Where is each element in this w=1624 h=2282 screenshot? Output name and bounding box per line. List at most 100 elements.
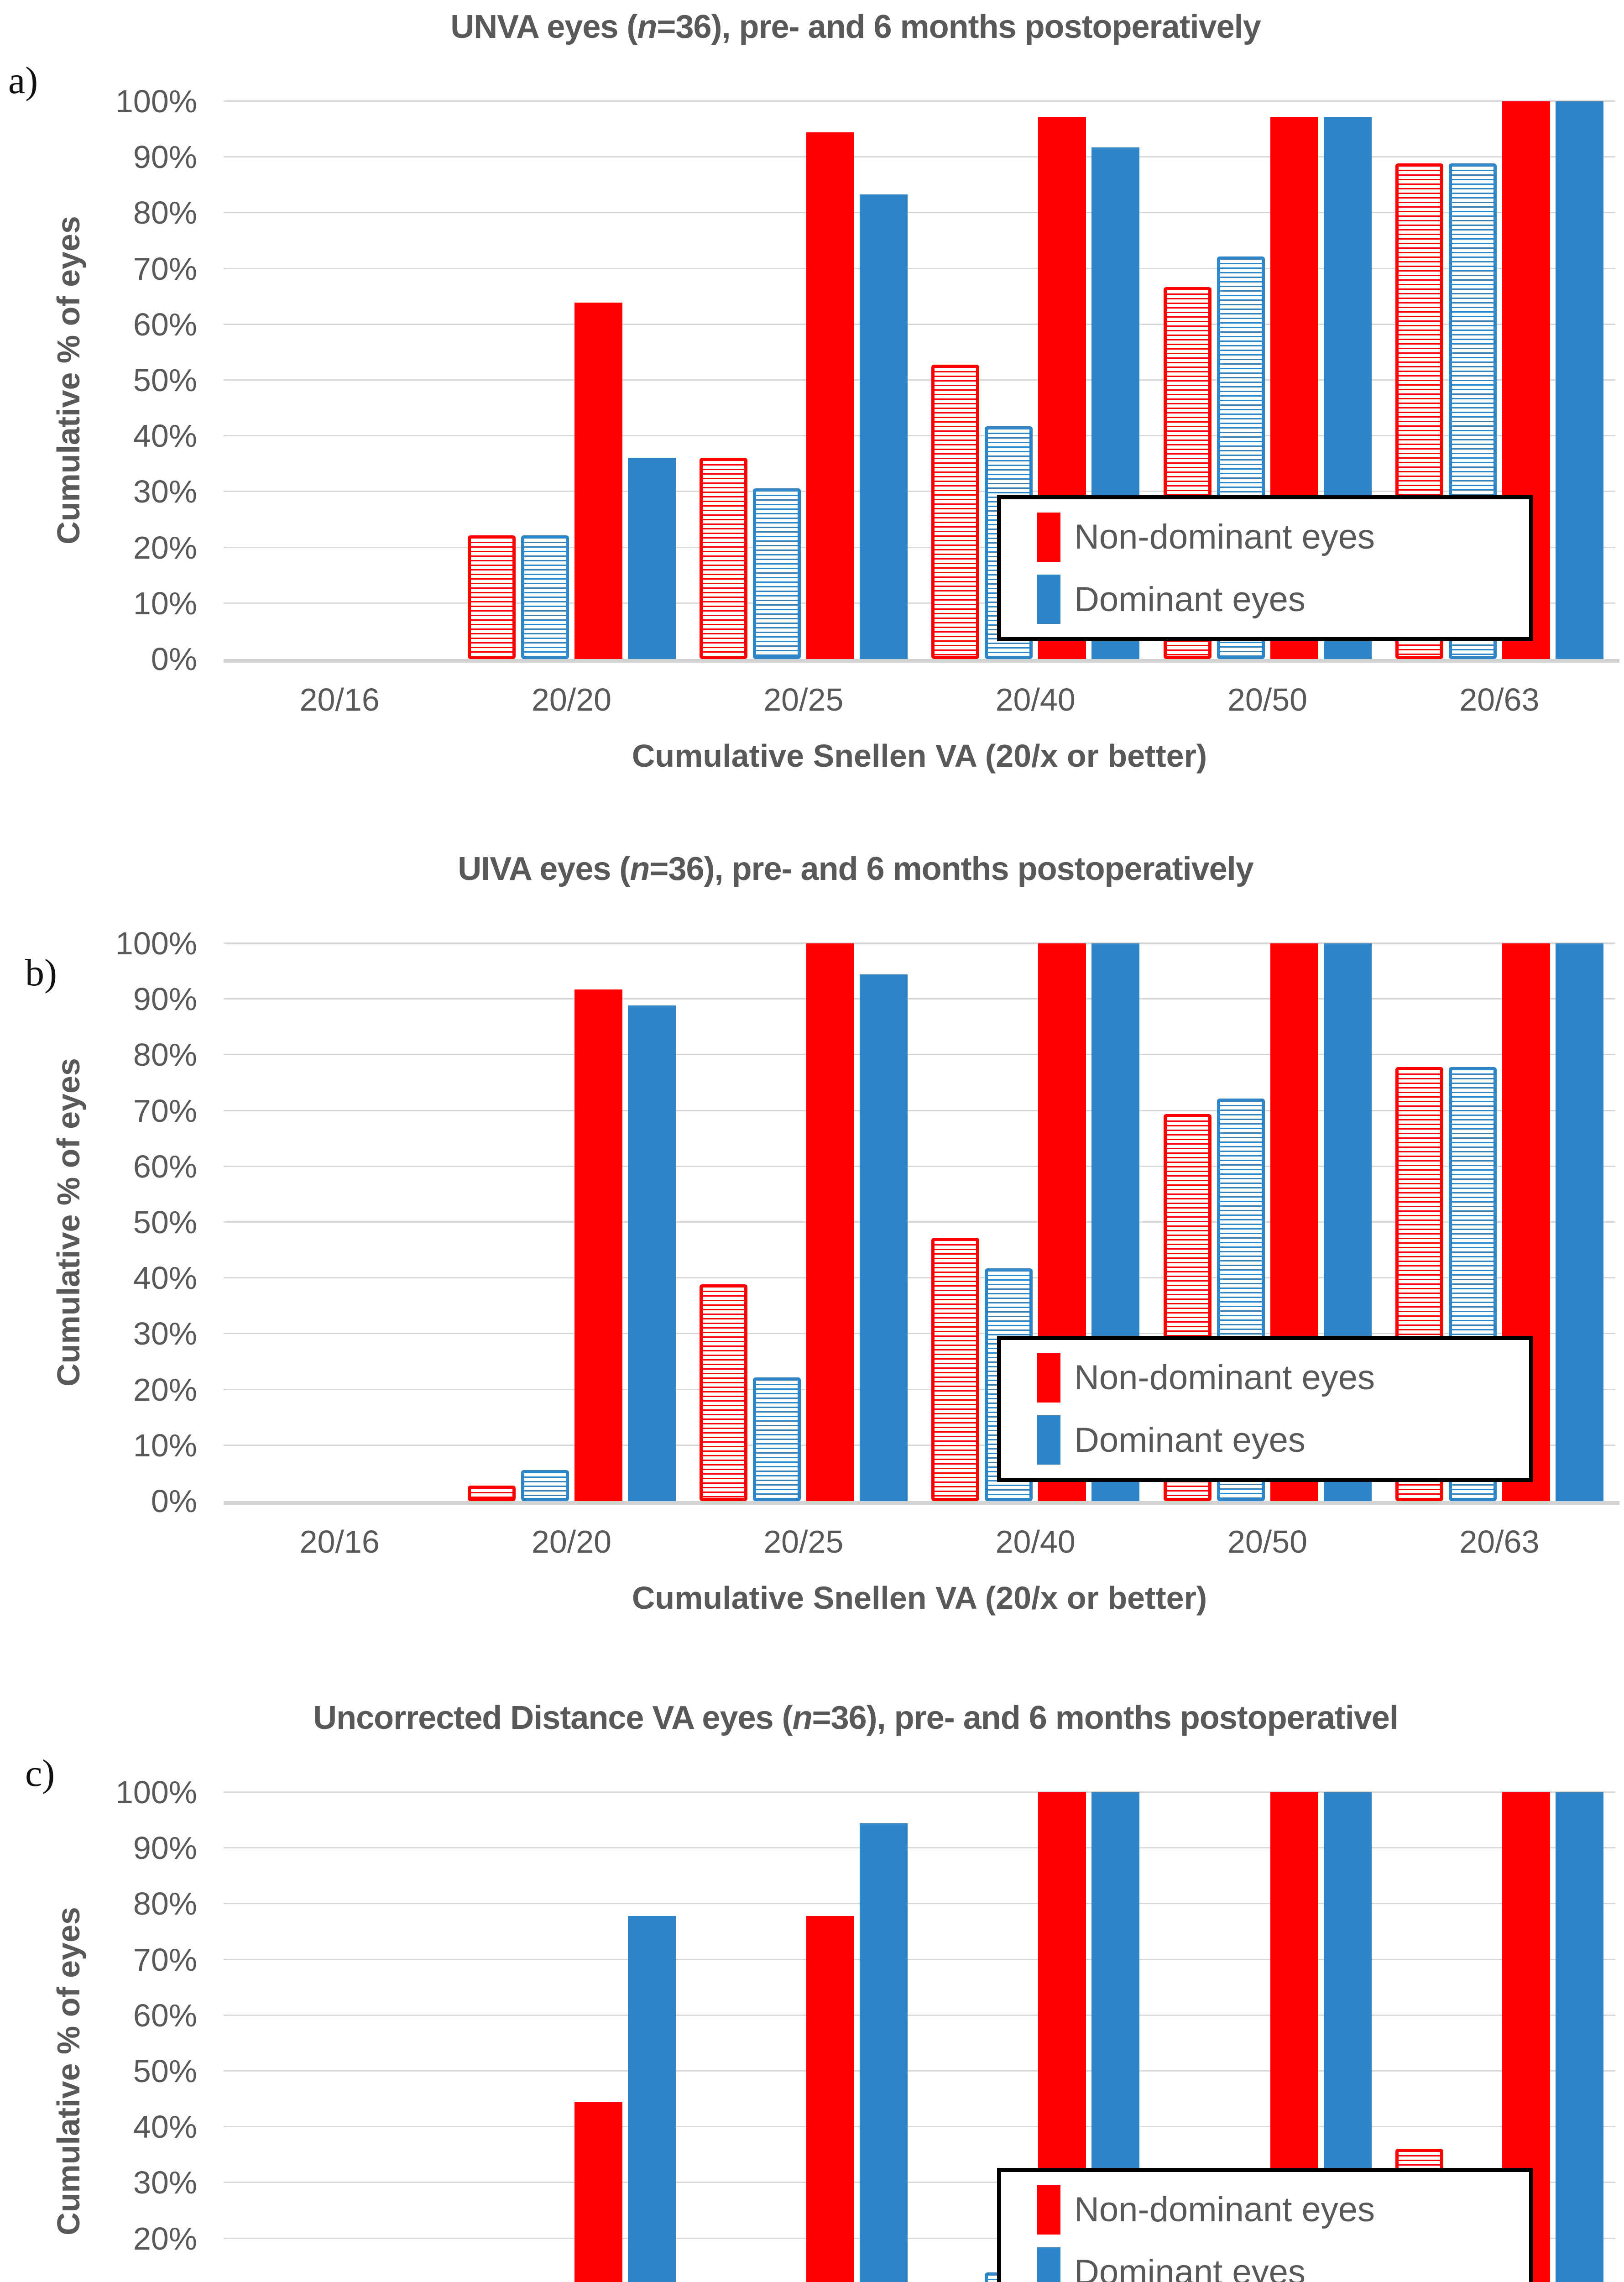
y-tick-label: 80% [133, 195, 197, 231]
y-tick-label: 20% [133, 2220, 197, 2256]
gridline [224, 546, 1615, 548]
x-axis-line [224, 659, 1620, 663]
legend-entry: Non-dominant eyes [1037, 512, 1529, 562]
legend-entry: Dominant eyes [1037, 1415, 1529, 1465]
bar-solid-red-20-25 [806, 132, 854, 659]
bar-solid-blue-20-20 [627, 1916, 676, 2282]
x-tick-label: 20/40 [995, 1524, 1076, 1560]
gridline [224, 491, 1615, 492]
chart-title: UIVA eyes (n=36), pre- and 6 months post… [160, 850, 1551, 888]
gridline [224, 2237, 1615, 2239]
legend: Non-dominant eyes Dominant eyes [997, 2168, 1533, 2282]
panel-letter: a) [8, 59, 38, 102]
gridline [224, 2126, 1615, 2128]
x-tick-label: 20/63 [1459, 682, 1540, 717]
gridline [224, 379, 1615, 381]
y-tick-label: 80% [133, 1886, 197, 1922]
bar-solid-red-20-25 [806, 943, 854, 1501]
chart-title-text: =36), pre- and 6 months postoperatively [657, 9, 1261, 45]
y-tick-label: 60% [133, 1997, 197, 2033]
gridline [224, 1388, 1615, 1390]
legend-entry: Dominant eyes [1037, 2247, 1529, 2282]
chart-title-text: UNVA eyes ( [450, 9, 637, 45]
bar-hatched-red-20-20 [467, 535, 516, 659]
legend-label: Dominant eyes [1074, 2252, 1305, 2282]
x-tick-label: 20/63 [1459, 1524, 1540, 1560]
y-tick-label: 60% [133, 306, 197, 342]
gridline [224, 100, 1615, 102]
y-tick-label: 20% [133, 529, 197, 565]
x-tick-label: 20/50 [1227, 1524, 1308, 1560]
x-tick-label: 20/40 [995, 682, 1076, 717]
x-tick-label: 20/20 [531, 1524, 612, 1560]
bar-hatched-red-20-40 [931, 1238, 980, 1501]
legend: Non-dominant eyes Dominant eyes [997, 1336, 1533, 1482]
bar-solid-blue-20-25 [859, 194, 908, 659]
gridline [224, 1444, 1615, 1446]
y-tick-label: 40% [133, 2109, 197, 2145]
chart-title: Uncorrected Distance VA eyes (n=36), pre… [160, 1699, 1551, 1737]
plot-area: Non-dominant eyes Dominant eyes [224, 100, 1620, 663]
y-tick-label: 90% [133, 1830, 197, 1866]
y-tick-label: 10% [133, 585, 197, 621]
bar-solid-red-20-25 [806, 1916, 854, 2282]
chart-panel-b: b) UIVA eyes (n=36), pre- and 6 months p… [0, 842, 1624, 1641]
chart-panel-c: c) Uncorrected Distance VA eyes (n=36), … [0, 1691, 1624, 2282]
bar-hatched-red-20-20 [467, 1485, 516, 1501]
bar-hatched-blue-20-25 [752, 488, 801, 659]
chart-title-text: Uncorrected Distance VA eyes ( [313, 1700, 793, 1736]
y-tick-label: 90% [133, 981, 197, 1017]
y-tick-label: 50% [133, 362, 197, 398]
y-tick-label: 100% [115, 926, 197, 961]
bar-solid-blue-20-25 [859, 1823, 908, 2282]
x-tick-label: 20/20 [531, 682, 612, 717]
y-tick-label: 40% [133, 418, 197, 454]
gridline [224, 602, 1615, 604]
panel-letter: c) [25, 1752, 55, 1795]
gridline [224, 2182, 1615, 2183]
bar-hatched-red-20-40 [931, 364, 980, 659]
chart-title-text: =36), pre- and 6 months postoperativel [812, 1700, 1399, 1736]
gridline [224, 2014, 1615, 2016]
bar-solid-red-20-20 [574, 303, 622, 659]
x-tick-label: 20/25 [763, 1524, 844, 1560]
plot-area: Non-dominant eyes Dominant eyes [224, 1791, 1615, 2282]
y-tick-label: 100% [115, 1774, 197, 1810]
y-tick-label: 50% [133, 1204, 197, 1240]
bar-solid-blue-20-63 [1555, 101, 1603, 659]
gridline [224, 267, 1615, 269]
legend-swatch-red [1037, 2185, 1060, 2235]
gridline [224, 942, 1615, 944]
bar-solid-red-20-20 [574, 989, 622, 1501]
y-tick-label: 50% [133, 2053, 197, 2089]
gridline [224, 2070, 1615, 2072]
bar-hatched-blue-20-20 [521, 535, 569, 659]
chart-title-n: n [630, 851, 650, 887]
gridline [224, 1333, 1615, 1335]
y-tick-label: 0% [151, 641, 197, 677]
legend-swatch-red [1037, 1353, 1060, 1403]
chart-title-n: n [637, 9, 657, 45]
bar-solid-blue-20-20 [627, 457, 676, 659]
legend-entry: Non-dominant eyes [1037, 2185, 1529, 2235]
x-axis-line [224, 1501, 1620, 1505]
y-tick-label: 70% [133, 251, 197, 287]
y-tick-label: 60% [133, 1148, 197, 1184]
chart-title: UNVA eyes (n=36), pre- and 6 months post… [160, 8, 1551, 46]
gridline [224, 1791, 1615, 1793]
gridline [224, 1277, 1615, 1279]
legend-label: Dominant eyes [1074, 1420, 1305, 1460]
bar-solid-blue-20-20 [627, 1005, 676, 1501]
gridline [224, 1847, 1615, 1849]
chart-panel-a: a) UNVA eyes (n=36), pre- and 6 months p… [0, 0, 1624, 799]
bar-solid-blue-20-63 [1555, 943, 1603, 1501]
y-tick-label: 30% [133, 1316, 197, 1352]
gridline [224, 435, 1615, 437]
gridline [224, 212, 1615, 214]
y-axis-title: Cumulative % of eyes [51, 1907, 86, 2235]
gridline [224, 1054, 1615, 1056]
legend-swatch-blue [1037, 2247, 1060, 2282]
panel-letter: b) [25, 952, 57, 994]
gridline [224, 1165, 1615, 1167]
